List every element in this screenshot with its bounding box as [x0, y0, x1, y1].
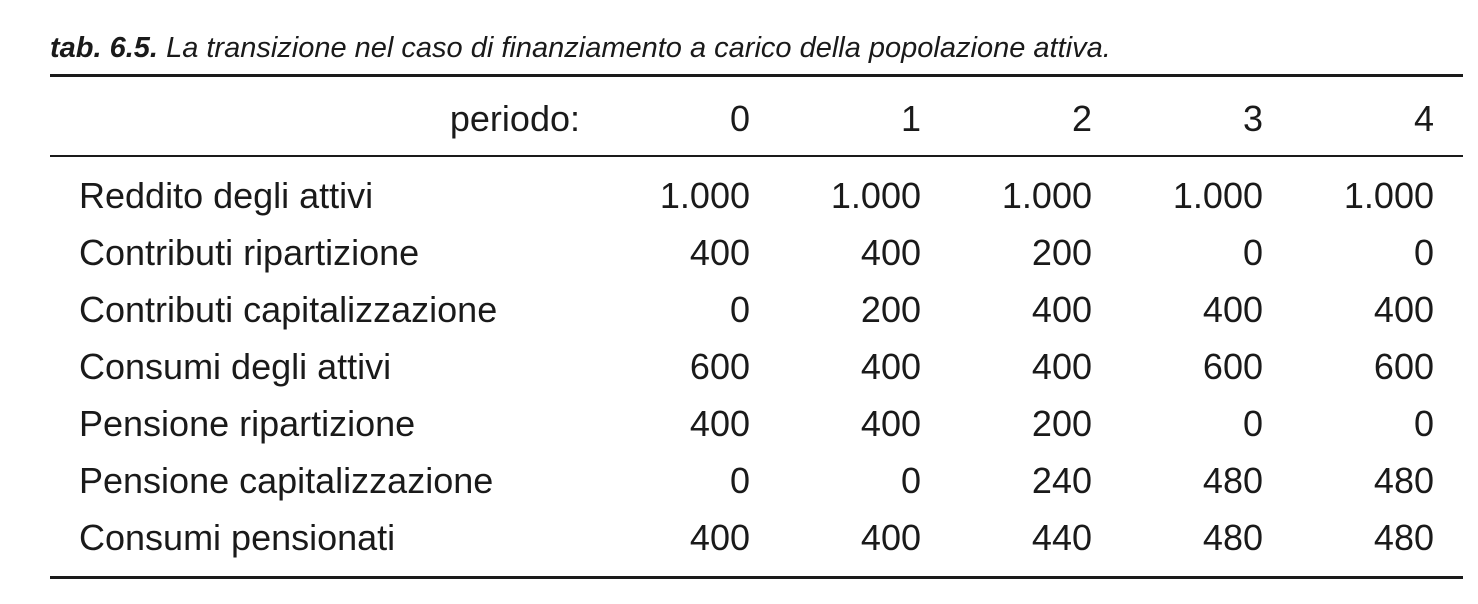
table-cell: 400 [1031, 346, 1092, 387]
table-cell: 200 [860, 289, 921, 330]
table-cell: 440 [1031, 517, 1092, 558]
header-label: periodo: [449, 98, 580, 139]
row-label: Reddito degli attivi [79, 175, 374, 216]
table-caption: tab. 6.5. La transizione nel caso di fin… [50, 32, 1111, 65]
table-cell: 480 [1202, 460, 1263, 501]
table-cell: 240 [1031, 460, 1092, 501]
table-cell: 400 [689, 517, 750, 558]
table-cell: 0 [1242, 232, 1263, 273]
table-cell: 600 [689, 346, 750, 387]
row-label: Consumi degli attivi [79, 346, 392, 387]
table-cell: 400 [860, 232, 921, 273]
table-row: Contributi capitalizzazione 0 200 400 40… [0, 285, 1478, 342]
table-cell: 1.000 [1343, 175, 1434, 216]
table-cell: 400 [1373, 289, 1434, 330]
table-cell: 480 [1373, 460, 1434, 501]
header-period: 2 [1071, 98, 1092, 139]
table-cell: 1.000 [830, 175, 921, 216]
header-period: 4 [1413, 98, 1434, 139]
table-cell: 1.000 [1172, 175, 1263, 216]
table-cell: 480 [1373, 517, 1434, 558]
header-rule [50, 155, 1463, 157]
header-period: 1 [900, 98, 921, 139]
row-label: Contributi capitalizzazione [79, 289, 498, 330]
table-cell: 200 [1031, 403, 1092, 444]
table-cell: 400 [1031, 289, 1092, 330]
top-rule [50, 74, 1463, 77]
row-label: Pensione capitalizzazione [79, 460, 494, 501]
table-cell: 400 [860, 517, 921, 558]
table-row: Pensione ripartizione 400 400 200 0 0 [0, 399, 1478, 456]
table-cell: 600 [1202, 346, 1263, 387]
table-cell: 400 [689, 403, 750, 444]
table-cell: 0 [1242, 403, 1263, 444]
table-number: tab. 6.5. [50, 32, 158, 64]
header-period: 3 [1242, 98, 1263, 139]
table-cell: 400 [689, 232, 750, 273]
table-cell: 1.000 [1001, 175, 1092, 216]
table-cell: 600 [1373, 346, 1434, 387]
table-cell: 200 [1031, 232, 1092, 273]
table-cell: 0 [1413, 232, 1434, 273]
table-cell: 400 [860, 346, 921, 387]
table-cell: 400 [1202, 289, 1263, 330]
table-title: La transizione nel caso di finanziamento… [166, 32, 1111, 64]
table-cell: 1.000 [659, 175, 750, 216]
table-cell: 480 [1202, 517, 1263, 558]
table-header-row: periodo: 0 1 2 3 4 [0, 94, 1478, 144]
table-cell: 0 [1413, 403, 1434, 444]
table-row: Reddito degli attivi 1.000 1.000 1.000 1… [0, 171, 1478, 228]
row-label: Contributi ripartizione [79, 232, 420, 273]
table-row: Consumi degli attivi 600 400 400 600 600 [0, 342, 1478, 399]
row-label: Consumi pensionati [79, 517, 396, 558]
table-row: Pensione capitalizzazione 0 0 240 480 48… [0, 456, 1478, 513]
table-cell: 0 [900, 460, 921, 501]
table-cell: 400 [860, 403, 921, 444]
table-row: Contributi ripartizione 400 400 200 0 0 [0, 228, 1478, 285]
table-cell: 0 [729, 289, 750, 330]
bottom-rule [50, 576, 1463, 579]
table-cell: 0 [729, 460, 750, 501]
table-row: Consumi pensionati 400 400 440 480 480 [0, 513, 1478, 570]
header-period: 0 [729, 98, 750, 139]
row-label: Pensione ripartizione [79, 403, 416, 444]
